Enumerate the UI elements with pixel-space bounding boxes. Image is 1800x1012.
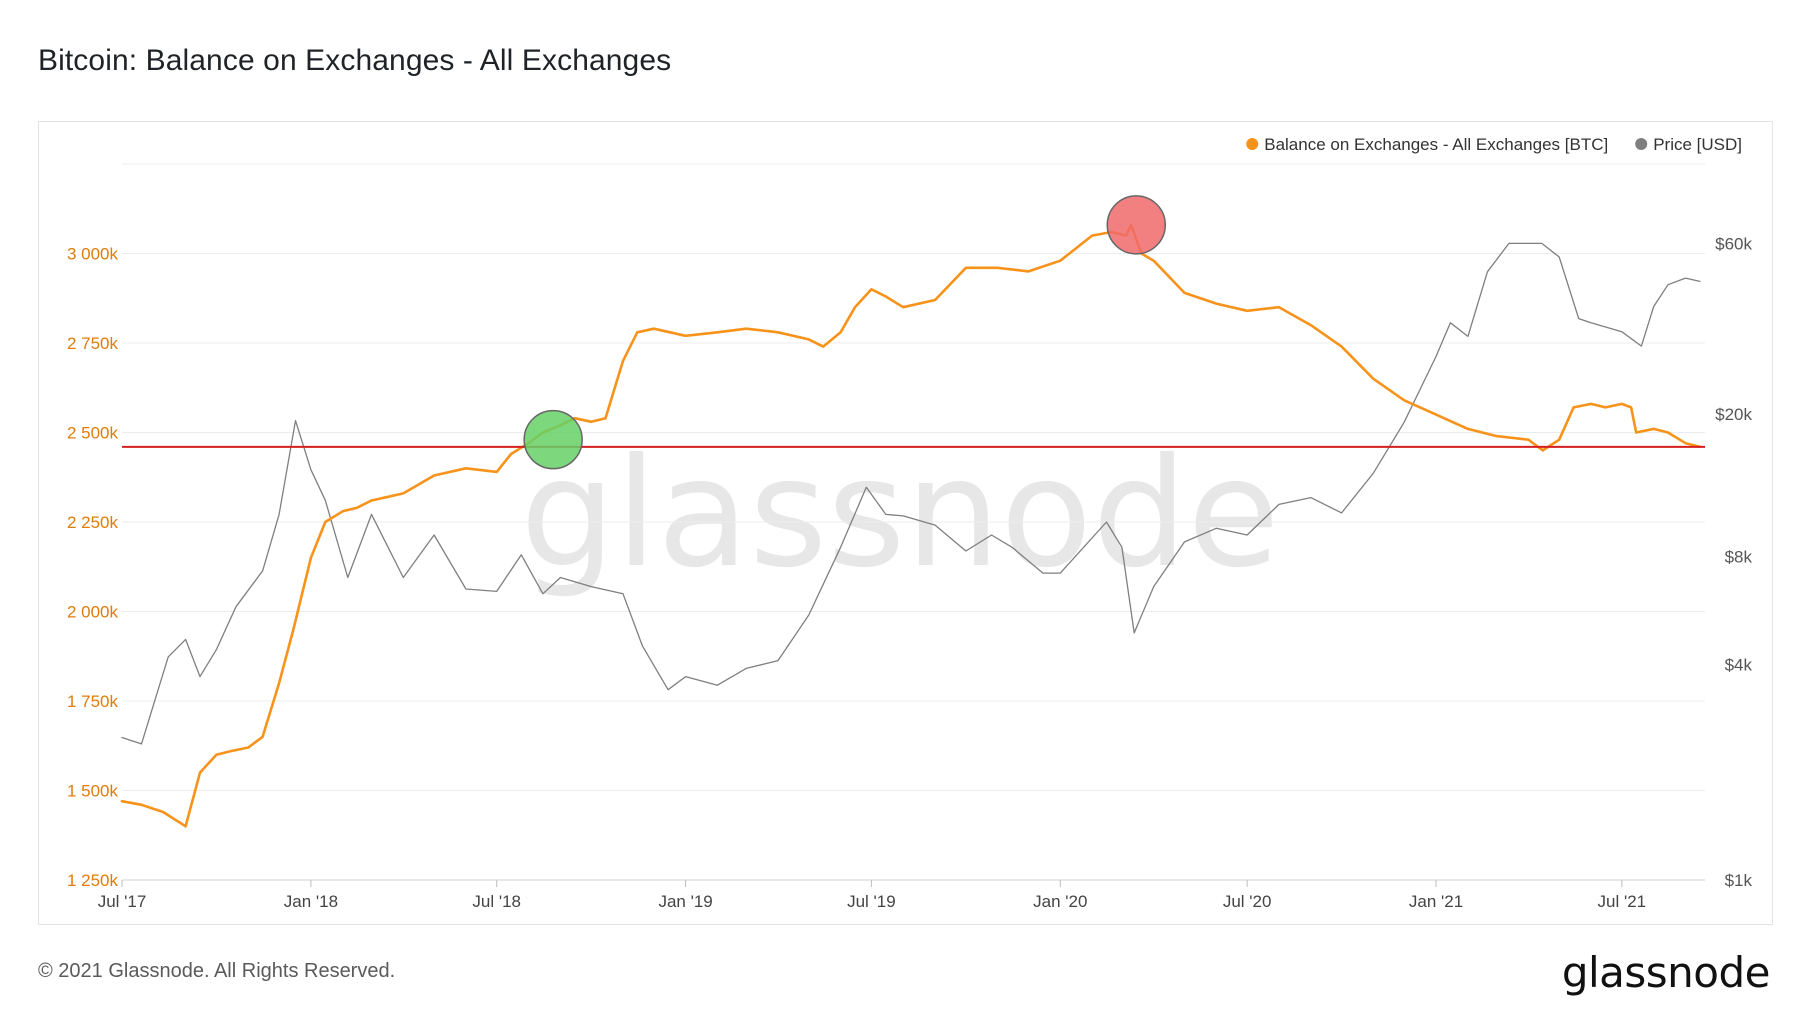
green-circle-marker bbox=[523, 409, 583, 470]
price-series-line bbox=[121, 242, 1701, 745]
x-tick-label: Jan '19 bbox=[658, 892, 712, 911]
legend-label-price: Price [USD] bbox=[1653, 135, 1742, 154]
left-tick-label: 3 000k bbox=[67, 245, 119, 264]
right-tick-label: $20k bbox=[1715, 405, 1752, 424]
left-tick-label: 1 250k bbox=[67, 871, 119, 890]
x-tick-label: Jul '19 bbox=[847, 892, 896, 911]
series-layer bbox=[120, 223, 1702, 828]
right-axis: $1k $4k $8k $20k $60k bbox=[1715, 234, 1752, 890]
annotation-layer bbox=[122, 195, 1705, 470]
chart-frame bbox=[38, 121, 1773, 925]
left-axis: 1 250k 1 500k 1 750k 2 000k 2 250k 2 500k 2 75… bbox=[67, 245, 119, 891]
grid-lines bbox=[122, 163, 1705, 881]
x-axis: Jul '17 Jan '18 Jul '18 Jan '19 Jul '19 Jan '… bbox=[98, 879, 1705, 911]
x-tick-label: Jan '21 bbox=[1409, 892, 1463, 911]
left-tick-label: 2 250k bbox=[67, 513, 119, 532]
chart-title: Bitcoin: Balance on Exchanges - All Exch… bbox=[38, 44, 672, 77]
x-tick-label: Jan '18 bbox=[284, 892, 338, 911]
glassnode-logo: glassnode bbox=[1561, 948, 1771, 997]
legend: Price [USD] Balance on Exchanges - All Ex… bbox=[1246, 135, 1742, 154]
right-tick-label: $8k bbox=[1725, 548, 1753, 567]
left-tick-label: 2 000k bbox=[67, 603, 119, 622]
x-tick-label: Jul '18 bbox=[472, 892, 521, 911]
right-tick-label: $4k bbox=[1725, 655, 1753, 674]
right-tick-label: $60k bbox=[1715, 234, 1752, 253]
watermark-text: glassnode bbox=[520, 427, 1279, 601]
copyright-footer: © 2021 Glassnode. All Rights Reserved. bbox=[38, 960, 396, 982]
left-tick-label: 2 750k bbox=[67, 334, 119, 353]
red-circle-marker bbox=[1106, 195, 1167, 255]
left-tick-label: 1 750k bbox=[67, 692, 119, 711]
x-tick-label: Jan '20 bbox=[1033, 892, 1087, 911]
balance-series-line bbox=[120, 223, 1702, 828]
right-tick-label: $1k bbox=[1725, 871, 1753, 890]
left-tick-label: 2 500k bbox=[67, 424, 119, 443]
x-tick-label: Jul '20 bbox=[1223, 892, 1272, 911]
x-tick-label: Jul '17 bbox=[98, 892, 147, 911]
legend-label-balance: Balance on Exchanges - All Exchanges [BT… bbox=[1264, 135, 1608, 154]
left-tick-label: 1 500k bbox=[67, 782, 119, 801]
x-tick-label: Jul '21 bbox=[1598, 892, 1647, 911]
legend-dot-balance bbox=[1246, 138, 1259, 150]
legend-dot-price bbox=[1635, 138, 1648, 150]
